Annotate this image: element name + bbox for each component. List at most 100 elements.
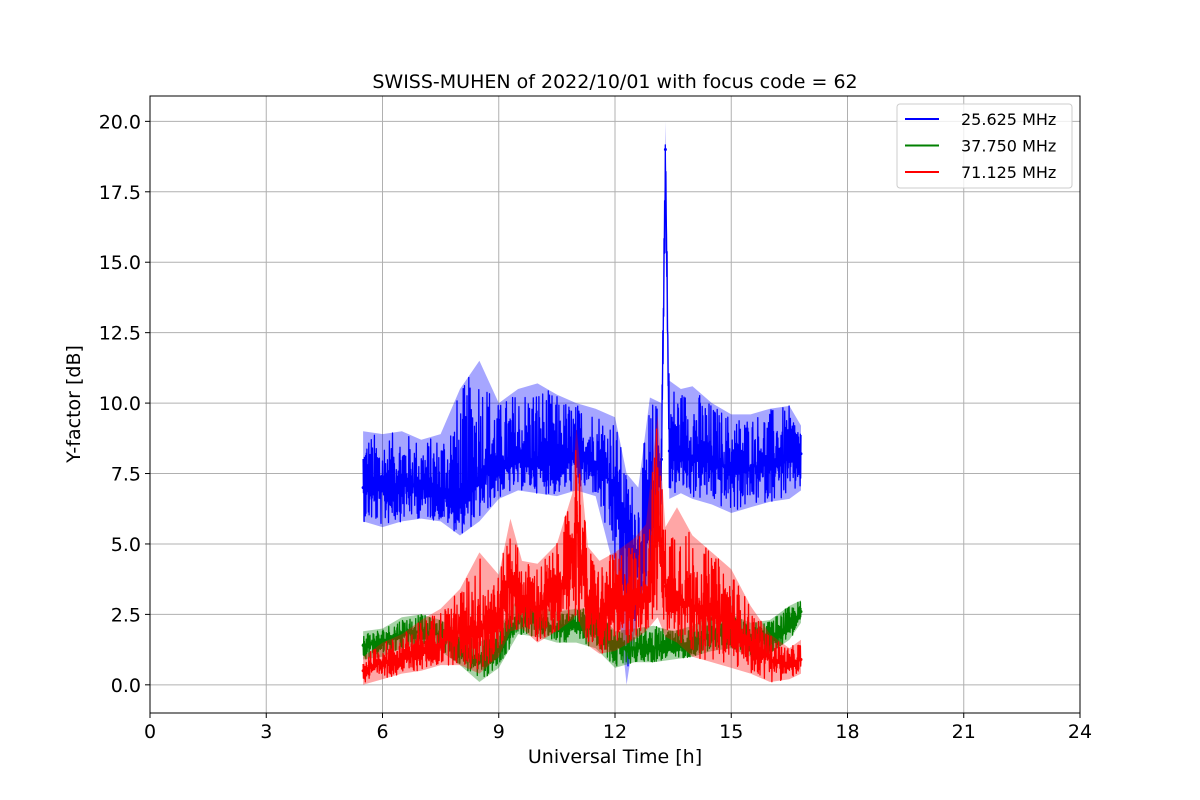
series-point (497, 649, 501, 653)
legend-label: 25.625 MHz (961, 110, 1056, 129)
legend-label: 37.750 MHz (961, 137, 1056, 156)
y-tick-label: 15.0 (99, 252, 141, 274)
series-point (400, 480, 404, 484)
series-point (520, 598, 524, 602)
series-point (667, 449, 671, 453)
series-point (570, 556, 574, 560)
series-point (632, 646, 636, 650)
x-tick-label: 24 (1068, 721, 1092, 743)
x-tick-label: 12 (603, 721, 627, 743)
series-point (768, 460, 772, 464)
series-point (458, 503, 462, 506)
series-point (536, 460, 539, 464)
series-point (598, 621, 601, 625)
series-point (497, 618, 501, 622)
series-point (419, 652, 423, 656)
x-tick-label: 6 (376, 721, 388, 743)
y-tick-label: 2.5 (111, 604, 141, 626)
x-tick-label: 3 (260, 721, 272, 743)
series-point (729, 621, 733, 625)
x-tick-label: 15 (719, 721, 743, 743)
series-25-625-MHz-trace (361, 121, 803, 685)
series-line (362, 144, 802, 667)
series-71-125-MHz-trace (361, 414, 803, 685)
series-line (362, 428, 802, 683)
series-point (381, 641, 384, 645)
series-point (671, 646, 675, 650)
legend-label: 71.125 MHz (961, 163, 1056, 182)
y-tick-label: 17.5 (99, 182, 141, 204)
series-point (729, 469, 733, 473)
x-tick-label: 9 (493, 721, 505, 743)
series-point (574, 514, 578, 518)
series-point (691, 604, 694, 608)
series-point (710, 612, 714, 616)
series-point (691, 455, 694, 459)
x-axis-label: Universal Time [h] (528, 746, 702, 768)
series-point (663, 148, 667, 151)
series-point (652, 646, 656, 650)
y-axis-label: Y-factor [dB] (63, 345, 85, 464)
series-point (555, 593, 559, 597)
series-point (555, 627, 559, 630)
y-tick-label: 7.5 (111, 464, 141, 486)
series-point (625, 528, 629, 532)
y-tick-label: 0.0 (111, 675, 141, 697)
y-tick-label: 12.5 (99, 323, 141, 345)
series-point (477, 477, 481, 481)
series-point (361, 643, 365, 647)
series-point (749, 641, 753, 645)
series-point (632, 593, 636, 597)
series-point (787, 457, 791, 461)
x-tick-label: 0 (144, 721, 156, 743)
series-layer (361, 121, 803, 685)
series-point (768, 658, 772, 661)
series-point (419, 486, 423, 490)
series-point (613, 643, 617, 647)
series-point (439, 491, 443, 495)
series-point (663, 584, 667, 588)
y-tick-label: 20.0 (99, 111, 141, 133)
series-point (381, 660, 384, 664)
chart-title: SWISS-MUHEN of 2022/10/01 with focus cod… (372, 71, 857, 93)
legend-box (896, 103, 1073, 189)
series-point (679, 452, 683, 456)
series-point (555, 463, 559, 467)
series-point (477, 660, 481, 664)
series-point (799, 658, 803, 661)
series-point (644, 598, 648, 602)
series-point (458, 629, 462, 633)
series-point (516, 460, 520, 464)
series-point (497, 463, 501, 467)
series-point (508, 576, 512, 580)
y-tick-label: 10.0 (99, 393, 141, 415)
series-point (361, 486, 365, 490)
series-point (613, 601, 617, 605)
series-point (656, 528, 660, 532)
series-point (613, 486, 617, 490)
series-point (594, 460, 598, 464)
series-point (675, 598, 679, 602)
series-point (799, 610, 803, 614)
series-point (361, 669, 365, 673)
legend: 25.625 MHz 37.750 MHz 71.125 MHz (896, 103, 1073, 189)
series-point (799, 452, 803, 456)
series-point (439, 641, 443, 645)
series-point (749, 466, 753, 470)
series-point (787, 663, 791, 667)
series-point (586, 604, 590, 608)
x-tick-label: 21 (952, 721, 976, 743)
x-tick-label: 18 (835, 721, 859, 743)
series-point (787, 624, 791, 628)
series-point (400, 632, 404, 636)
series-point (660, 457, 663, 461)
series-point (536, 607, 539, 611)
series-point (574, 624, 578, 628)
series-point (477, 627, 481, 630)
y-tick-label: 5.0 (111, 534, 141, 556)
series-point (400, 658, 404, 661)
series-point (381, 488, 384, 492)
series-point (710, 457, 714, 461)
ticks: 0 3 6 9 12 15 18 21 24 0.0 2.5 5.0 7.5 10.0 12.5 15.0 17… (99, 111, 1092, 743)
